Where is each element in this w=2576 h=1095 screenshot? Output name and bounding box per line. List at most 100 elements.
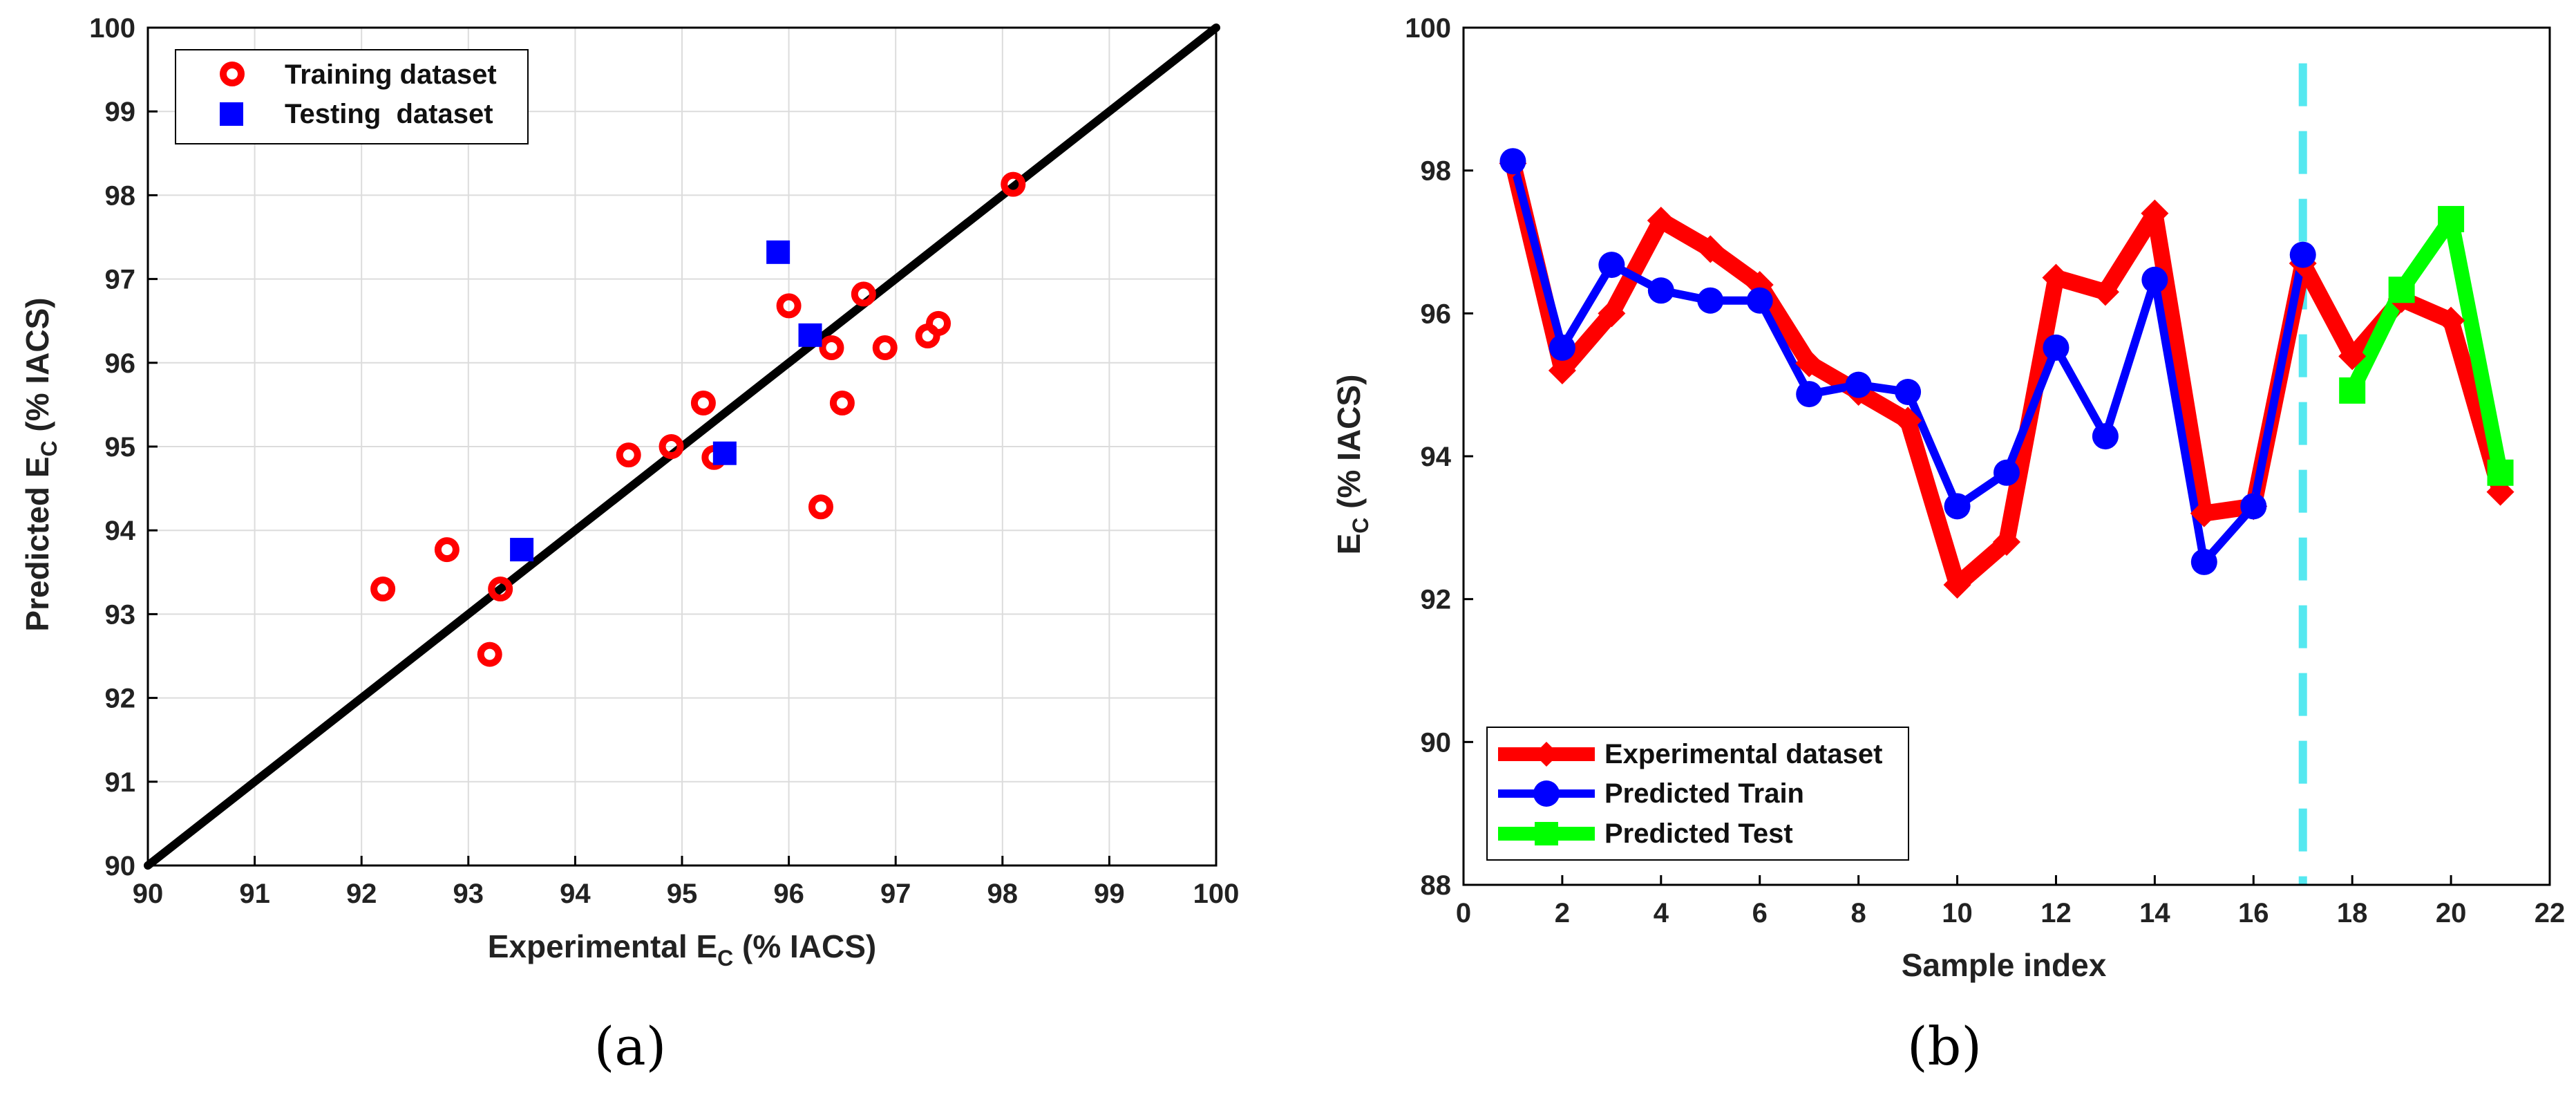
panel-b-point-experimental-dataset <box>2338 342 2367 371</box>
panel-a-y-tick-label: 91 <box>105 767 136 798</box>
panel-a-training-point <box>616 442 641 468</box>
panel-b-x-axis-label: Sample index <box>1902 947 2107 983</box>
panel-a-x-axis-label-main: Experimental E <box>488 928 717 964</box>
panel-a-training-point <box>829 390 855 415</box>
panel-b-y-axis-label-sub: C <box>1348 518 1373 534</box>
panel-a-legend-testing-label: Testing dataset <box>285 99 493 129</box>
panel-b-legend-test-label: Predicted Test <box>1604 818 1793 849</box>
panel-b-point-experimental-dataset <box>1548 357 1576 384</box>
panel-b-x-tick-label: 16 <box>2238 898 2269 928</box>
panel-a-legend: Training dataset Testing dataset <box>175 49 529 144</box>
panel-b-point-experimental-dataset <box>1795 349 1824 377</box>
panel-b-y-tick-label: 100 <box>1405 13 1451 44</box>
panel-b-point-predicted-train <box>2240 493 2267 520</box>
panel-b-legend-experimental-marker <box>1534 742 1559 767</box>
panel-a-x-tick-label: 91 <box>239 879 270 909</box>
panel-a-x-axis-label-suffix: (% IACS) <box>733 928 876 964</box>
panel-b-legend-experimental-label: Experimental dataset <box>1604 739 1882 769</box>
panel-a-testing-point <box>712 441 737 465</box>
panel-a-x-axis-label: Experimental EC (% IACS) <box>488 928 876 971</box>
panel-b-x-tick-label: 4 <box>1654 898 1669 928</box>
panel-a-y-tick-label: 90 <box>105 851 136 881</box>
panel-b-y-axis-label-main: E <box>1331 534 1367 555</box>
panel-b-point-predicted-train <box>1993 459 2020 486</box>
panel-b-x-tick-label: 0 <box>1456 898 1471 928</box>
panel-a-x-tick-label: 96 <box>773 879 804 909</box>
panel-a-y-tick-label: 92 <box>105 684 136 714</box>
panel-a-training-point <box>690 390 716 415</box>
panel-a-training-point <box>659 434 684 459</box>
panel-b-x-tick-label: 22 <box>2535 898 2566 928</box>
panel-a-y-tick-label: 98 <box>105 180 136 211</box>
panel-b-point-predicted-train <box>1746 287 1773 314</box>
panel-b-y-tick-label: 94 <box>1421 442 1452 472</box>
panel-b-x-tick-label: 6 <box>1752 898 1768 928</box>
panel-a-testing-point <box>510 538 534 562</box>
panel-b-y-axis-label-suffix: (% IACS) <box>1331 375 1367 518</box>
panel-b-legend-train-label: Predicted Train <box>1604 778 1804 809</box>
panel-a-x-tick-label: 98 <box>987 879 1019 909</box>
panel-a-y-tick-label: 100 <box>89 13 135 44</box>
panel-a: 90 91 92 93 94 95 96 97 98 99 100 90 91 92 93 94 95 96 97 9… <box>19 13 1239 1077</box>
panel-b-x-tick-label: 8 <box>1851 898 1866 928</box>
panel-b-y-axis-label: EC (% IACS) <box>1331 375 1373 555</box>
panel-a-y-tick-label: 97 <box>105 265 136 295</box>
panel-a-training-point <box>434 537 460 563</box>
panel-b-point-predicted-test <box>2487 459 2514 486</box>
panel-a-y-tick-label: 94 <box>105 516 136 546</box>
panel-b-point-predicted-train <box>1697 287 1724 314</box>
panel-b-point-experimental-dataset <box>2091 278 2119 306</box>
panel-b-y-tick-label: 92 <box>1421 585 1452 615</box>
panel-b-ticks: 0 2 4 6 8 10 12 14 16 18 20 22 88 90 92 94 96 98 100 <box>1405 13 2565 928</box>
panel-b-legend-test-marker <box>1535 822 1558 845</box>
panel-b-point-predicted-train <box>1895 379 1922 405</box>
panel-a-y-tick-label: 99 <box>105 97 136 127</box>
panel-b-point-predicted-train <box>1499 148 1526 175</box>
panel-a-training-point <box>488 577 513 602</box>
panel-b-point-experimental-dataset <box>2042 263 2070 292</box>
panel-b-point-predicted-test <box>2339 377 2366 404</box>
panel-b-point-predicted-test <box>2438 205 2465 232</box>
panel-b-point-predicted-train <box>2092 423 2119 450</box>
panel-a-y-tick-label: 93 <box>105 599 136 630</box>
panel-b-x-tick-label: 14 <box>2139 898 2170 928</box>
panel-b-line-predicted-test <box>2345 211 2508 480</box>
panel-a-y-axis-label-sub: C <box>37 440 61 456</box>
panel-b-x-tick-label: 20 <box>2436 898 2467 928</box>
panel-b-point-predicted-train <box>1845 371 1872 398</box>
panel-b-y-tick-label: 96 <box>1421 299 1452 329</box>
panel-a-legend-testing-marker <box>220 102 243 126</box>
panel-a-legend-training-label: Training dataset <box>285 59 497 90</box>
panel-a-x-axis-label-sub: C <box>717 946 733 971</box>
panel-a-x-tick-label: 100 <box>1193 879 1240 909</box>
panel-b: 0 2 4 6 8 10 12 14 16 18 20 22 88 90 92 94 96 98 100 Sampl… <box>1331 13 2565 1077</box>
panel-b-point-predicted-train <box>2141 266 2168 293</box>
panel-b-point-experimental-dataset <box>1894 406 1922 435</box>
panel-a-caption: (a) <box>594 1016 667 1077</box>
panel-a-training-point <box>872 335 898 360</box>
panel-a-training-point <box>1001 171 1026 197</box>
panel-b-point-experimental-dataset <box>1598 299 1626 328</box>
panel-b-point-experimental-dataset <box>2437 306 2465 335</box>
panel-b-point-predicted-train <box>2289 241 2316 268</box>
panel-a-y-axis-label: Predicted EC (% IACS) <box>19 297 61 631</box>
panel-b-x-tick-label: 10 <box>1942 898 1973 928</box>
panel-b-point-experimental-dataset <box>1943 571 1971 599</box>
panel-b-point-predicted-train <box>1549 334 1575 361</box>
panel-b-point-experimental-dataset <box>1696 235 1725 263</box>
panel-a-testing-point <box>766 240 790 264</box>
panel-b-point-experimental-dataset <box>1647 207 1675 234</box>
panel-a-x-tick-label: 99 <box>1094 879 1125 909</box>
panel-a-ticks: 90 91 92 93 94 95 96 97 98 99 100 90 91 92 93 94 95 96 97 9… <box>89 13 1239 909</box>
panel-a-y-tick-label: 96 <box>105 348 136 379</box>
panel-a-training-point <box>851 281 876 307</box>
panel-b-point-predicted-test <box>2388 277 2415 303</box>
panel-a-x-tick-label: 94 <box>560 879 591 909</box>
panel-a-x-tick-label: 92 <box>346 879 377 909</box>
panel-a-x-tick-label: 93 <box>453 879 484 909</box>
panel-a-legend-training-marker <box>220 62 245 86</box>
panel-b-legend-train-marker <box>1533 780 1560 807</box>
panel-a-x-tick-label: 97 <box>880 879 911 909</box>
panel-a-y-tick-label: 95 <box>105 432 136 462</box>
